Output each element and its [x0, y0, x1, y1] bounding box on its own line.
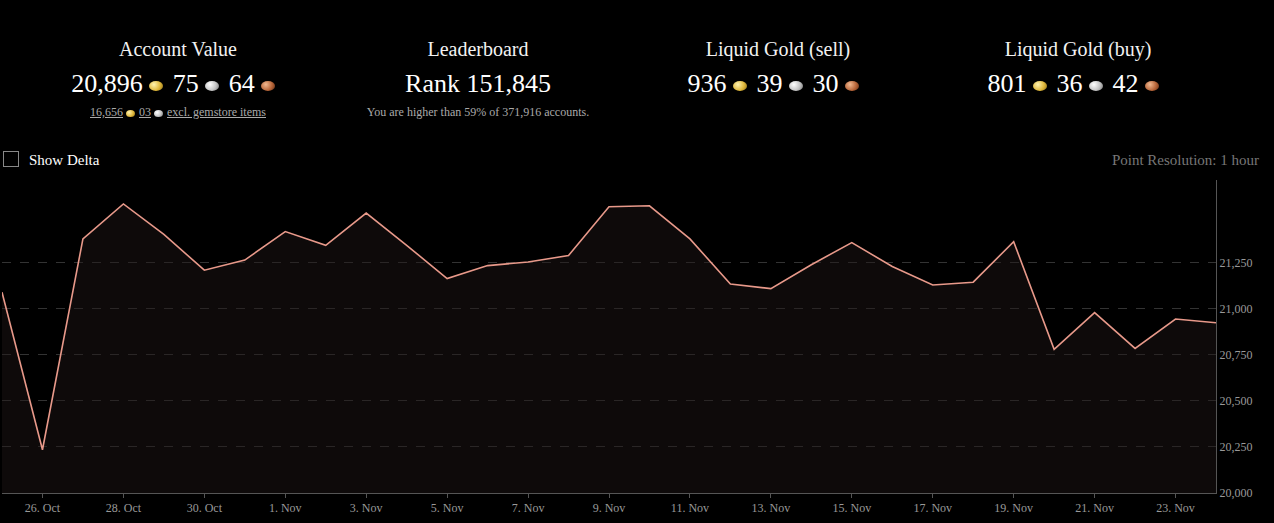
svg-text:21,000: 21,000 [1219, 302, 1252, 316]
svg-text:26. Oct: 26. Oct [25, 501, 61, 515]
svg-text:28. Oct: 28. Oct [106, 501, 142, 515]
svg-text:30. Oct: 30. Oct [187, 501, 223, 515]
html-text:Point Resolution: 1 hour: Point Resolution: 1 hour [1111, 152, 1259, 168]
svg-text:5. Nov: 5. Nov [431, 501, 464, 515]
svg-text:20,250: 20,250 [1219, 440, 1252, 454]
html-text:Liquid Gold (buy): Liquid Gold (buy) [1004, 38, 1152, 60]
svg-text:21. Nov: 21. Nov [1075, 501, 1114, 515]
html-text:20,896: 20,896 [71, 69, 143, 98]
html-text:03: 03 [139, 105, 151, 119]
svg-text:20,000: 20,000 [1219, 486, 1252, 500]
html-text:801: 801 [987, 69, 1027, 98]
svg-text:9. Nov: 9. Nov [593, 501, 626, 515]
html-text:excl. gemstore items: excl. gemstore items [167, 105, 266, 119]
html-text:936: 936 [687, 69, 727, 98]
html-text:42: 42 [1112, 69, 1139, 98]
svg-text:11. Nov: 11. Nov [671, 501, 709, 515]
html-text:Liquid Gold (sell): Liquid Gold (sell) [705, 38, 851, 60]
svg-text:3. Nov: 3. Nov [350, 501, 383, 515]
html-text:Rank 151,845: Rank 151,845 [405, 69, 551, 98]
svg-text:15. Nov: 15. Nov [832, 501, 871, 515]
html-text:Show Delta: Show Delta [29, 152, 100, 168]
svg-text:13. Nov: 13. Nov [752, 501, 791, 515]
svg-text:23. Nov: 23. Nov [1156, 501, 1195, 515]
html-text:75: 75 [172, 69, 199, 98]
svg-text:20,500: 20,500 [1219, 394, 1252, 408]
html-text:Leaderboard: Leaderboard [427, 38, 529, 60]
html-text:16,656: 16,656 [90, 105, 123, 119]
svg-text:20,750: 20,750 [1219, 348, 1252, 362]
svg-text:1. Nov: 1. Nov [269, 501, 302, 515]
html-text:39: 39 [756, 69, 783, 98]
svg-text:17. Nov: 17. Nov [913, 501, 952, 515]
svg-text:7. Nov: 7. Nov [512, 501, 545, 515]
svg-text:19. Nov: 19. Nov [994, 501, 1033, 515]
svg-text:21,250: 21,250 [1219, 256, 1252, 270]
html-text:Account Value: Account Value [119, 38, 237, 60]
html-text:You are higher than 59% of 371: You are higher than 59% of 371,916 accou… [366, 105, 590, 119]
html-text:30: 30 [812, 69, 839, 98]
html-text:64: 64 [228, 69, 255, 98]
html-text:36: 36 [1056, 69, 1083, 98]
